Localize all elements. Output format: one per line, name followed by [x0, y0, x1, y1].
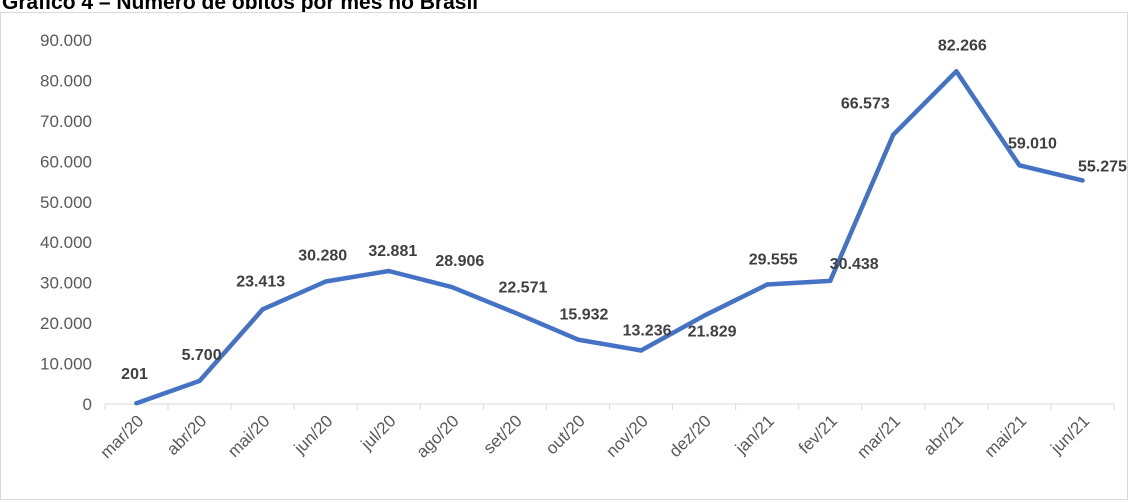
- data-label: 15.932: [560, 307, 609, 324]
- y-tick-label: 40.000: [40, 233, 92, 252]
- x-tick-label: mai/20: [224, 411, 274, 461]
- data-label: 32.881: [368, 243, 417, 260]
- data-label: 59.010: [1008, 135, 1057, 152]
- data-point: [828, 278, 833, 284]
- series-line: [134, 69, 1085, 406]
- data-label: 82.266: [938, 37, 987, 54]
- x-tick-label: fev/21: [795, 411, 841, 457]
- data-point: [891, 132, 896, 137]
- x-tick-label: jun/21: [1046, 411, 1093, 458]
- x-tick-label: jan/21: [731, 411, 778, 458]
- x-axis: [104, 403, 1115, 410]
- data-label: 28.906: [435, 253, 484, 270]
- data-label: 201: [121, 366, 148, 383]
- data-label: 30.438: [830, 256, 879, 273]
- data-point: [764, 282, 770, 287]
- chart-area: [0, 12, 1128, 500]
- x-tick-label: mai/21: [981, 411, 1031, 461]
- series-group: [134, 69, 1085, 406]
- data-label: 66.573: [841, 96, 890, 113]
- x-tick-label: dez/20: [665, 411, 715, 461]
- data-point: [954, 69, 959, 74]
- data-label: 23.413: [236, 273, 285, 290]
- y-axis: 0 10.000 20.000 30.000 40.000 50.000 60.000 70.…: [40, 31, 92, 414]
- x-tick-labels: mar/20 abr/20 mai/20 jun/20 jul/20 ago/20 set/…: [97, 411, 1094, 462]
- x-tick-label: out/20: [542, 411, 589, 458]
- y-tick-label: 60.000: [40, 152, 92, 171]
- x-tick-label: mar/21: [853, 411, 904, 462]
- data-label: 21.829: [688, 324, 737, 341]
- data-point: [575, 337, 581, 342]
- data-label: 30.280: [298, 248, 347, 265]
- y-tick-label: 10.000: [40, 355, 92, 374]
- chart-title: Gráfico 4 – Número de óbitos por mês no …: [2, 0, 479, 14]
- y-tick-label: 70.000: [40, 112, 92, 131]
- y-tick-label: 0: [83, 395, 92, 414]
- y-tick-label: 80.000: [40, 71, 92, 90]
- data-point: [512, 310, 518, 315]
- data-point: [1017, 163, 1022, 168]
- x-tick-label: nov/20: [602, 411, 652, 461]
- x-tick-label: ago/20: [412, 411, 462, 461]
- data-label: 22.571: [498, 280, 547, 297]
- x-tick-label: abr/21: [920, 411, 968, 459]
- y-tick-label: 30.000: [40, 274, 92, 293]
- y-tick-label: 50.000: [40, 193, 92, 212]
- x-tick-label: mar/20: [97, 411, 148, 462]
- x-tick-label: set/20: [480, 411, 526, 457]
- x-tick-label: jul/20: [357, 411, 400, 454]
- y-tick-label: 90.000: [40, 31, 92, 50]
- data-point: [260, 307, 265, 312]
- data-point: [449, 284, 455, 290]
- data-label: 29.555: [749, 251, 798, 268]
- data-label: 5.700: [182, 347, 222, 364]
- data-point: [323, 279, 328, 284]
- data-point: [197, 378, 202, 384]
- data-labels: 201 5.700 23.413 30.280 32.881 28.906 22.571 15…: [121, 37, 1127, 383]
- data-point: [701, 313, 707, 318]
- data-point: [134, 400, 139, 406]
- x-tick-label: jun/20: [290, 411, 337, 458]
- y-tick-label: 20.000: [40, 314, 92, 333]
- data-point: [1080, 178, 1085, 183]
- x-tick-label: abr/20: [163, 411, 211, 459]
- data-label: 55.275: [1078, 158, 1127, 175]
- data-point: [386, 268, 391, 274]
- data-label: 13.236: [623, 322, 672, 339]
- data-point: [638, 348, 644, 353]
